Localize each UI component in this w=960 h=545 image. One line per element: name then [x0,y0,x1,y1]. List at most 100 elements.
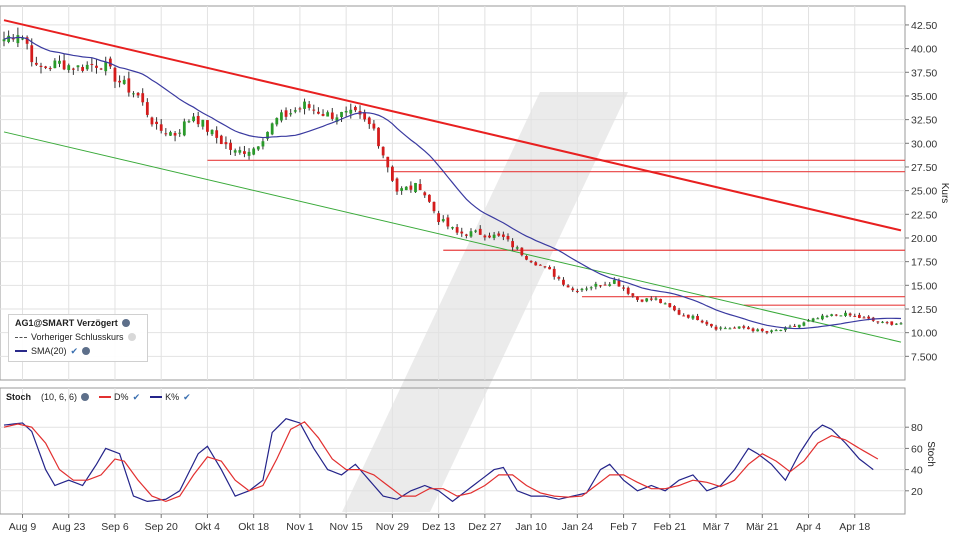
candle-down [284,110,288,117]
candle-up [349,109,353,114]
candle-down [760,328,764,332]
price-grid [0,5,906,381]
stoch-d-line [3,421,879,503]
x-tick-label: Okt 4 [195,521,220,533]
candle-up [201,119,205,127]
candle-down [432,201,436,212]
candle-down [857,314,861,318]
stoch-lines [3,418,879,503]
candle-down [617,280,621,287]
candle-down [543,266,547,268]
candle-down [118,80,121,83]
red-trendline [3,19,902,232]
stoch-params[interactable]: (10, 6, 6) [41,392,90,402]
check-icon[interactable]: ✔ [183,391,191,402]
candle-down [649,298,653,300]
candle-down [95,65,98,68]
candle-down [464,234,468,236]
candle-down [599,285,602,287]
candle-up [663,303,667,305]
candle-down [867,316,871,319]
candle-up [270,123,274,135]
candle-down [566,285,570,288]
candle-up [2,39,6,42]
stoch-title: Stoch [6,392,32,402]
stoch-k-legend[interactable]: K% ✔ [150,392,191,403]
candle-up [187,121,191,123]
candle-down [446,217,450,227]
price-axis-title: Kurs [939,183,950,204]
candle-down [145,102,149,115]
candle-up [7,35,11,42]
candle-down [497,233,501,236]
candle-down [155,121,158,125]
candle-down [150,117,154,125]
stoch-d-legend[interactable]: D% ✔ [99,392,140,403]
price-legend: AG1@SMART Verzögert Vorheriger Schlussku… [8,314,148,362]
candle-up [844,312,847,316]
candle-down [668,303,672,308]
candle-down [834,314,838,316]
candle-up [104,62,108,72]
stoch-tick-label: 20 [911,486,923,498]
candle-down [363,112,367,120]
d-line-swatch-icon [99,396,112,398]
candle-up [414,183,417,193]
candle-up [275,118,279,125]
candle-down [48,68,52,70]
candle-down [506,235,510,240]
candle-down [386,156,390,168]
candle-up [441,219,445,222]
price-tick-label: 20.00 [911,233,937,245]
legend-sma-row[interactable]: SMA(20) ✔ [9,344,147,358]
legend-symbol-row[interactable]: AG1@SMART Verzögert [9,315,147,330]
stoch-tick-label: 60 [911,443,923,455]
legend-prev-close-row[interactable]: Vorheriger Schlusskurs [9,330,147,344]
candle-up [719,327,723,329]
settings-globe-icon[interactable] [121,318,130,327]
candle-down [330,112,334,119]
settings-globe-icon[interactable] [82,347,91,355]
candle-up [280,112,283,121]
candle-down [219,135,223,145]
check-icon[interactable]: ✔ [70,345,79,356]
horizontal-levels [207,159,905,306]
candle-up [784,327,787,331]
prev-close-label: Vorheriger Schlusskurs [31,332,124,342]
candle-down [862,317,866,319]
candle-down [90,63,94,65]
stoch-params-label: (10, 6, 6) [41,392,78,402]
x-tick-label: Sep 6 [101,521,129,533]
candle-up [645,298,649,302]
candle-up [825,316,829,318]
candle-up [774,330,778,332]
candle-up [612,279,616,284]
candle-down [511,241,515,248]
candle-down [372,123,376,129]
candle-down [640,299,644,302]
price-tick-label: 35.00 [911,91,937,103]
candle-down [659,298,662,304]
toggle-icon[interactable] [127,333,136,341]
x-tick-label: Jan 10 [515,521,547,533]
price-tick-label: 40.00 [911,44,937,56]
candle-down [164,133,168,135]
candle-down [44,66,48,68]
settings-globe-icon[interactable] [81,393,90,401]
candle-down [488,235,491,238]
candle-down [427,194,431,202]
candle-up [293,110,297,112]
green-trendline [3,131,902,343]
candle-down [354,107,357,111]
candle-down [25,37,29,44]
candle-up [728,328,732,330]
candle-down [409,185,413,190]
x-tick-label: Aug 23 [52,521,85,533]
candle-down [136,92,140,96]
candle-down [710,323,713,327]
check-icon[interactable]: ✔ [132,391,141,402]
stoch-legend: Stoch (10, 6, 6) D% ✔ K% ✔ [2,390,201,404]
candle-up [132,93,135,95]
candle-down [11,38,15,40]
candle-down [367,117,371,125]
